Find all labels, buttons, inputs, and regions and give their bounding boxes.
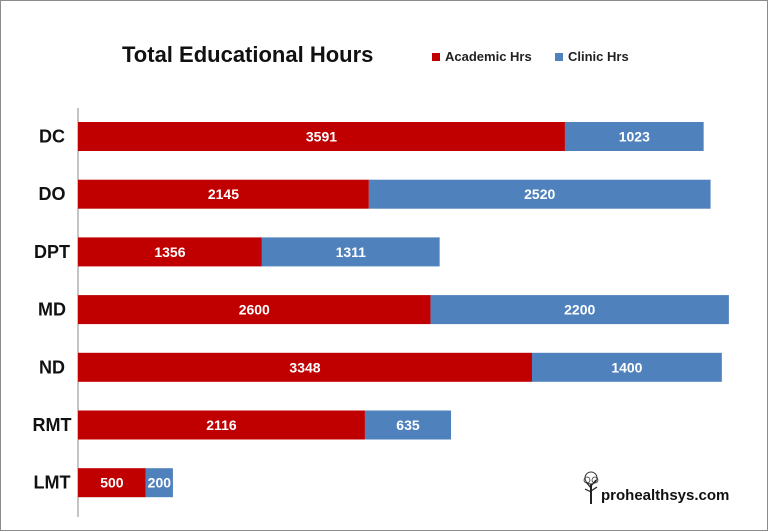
category-label-dc: DC bbox=[39, 127, 65, 147]
academic-bar-md bbox=[78, 295, 431, 325]
academic-bar-lmt bbox=[78, 468, 146, 498]
clinic-bar-dpt bbox=[261, 237, 440, 267]
brand-text: prohealthsys.com bbox=[601, 487, 730, 504]
clinic-bar-do bbox=[368, 179, 711, 209]
legend-academic: Academic Hrs bbox=[432, 49, 532, 64]
clinic-bar-nd bbox=[531, 352, 722, 382]
legend-swatch-clinic bbox=[555, 52, 563, 61]
chart-title: Total Educational Hours bbox=[122, 42, 374, 67]
academic-value-label-rmt: 2116 bbox=[206, 417, 237, 433]
legend-swatch-academic bbox=[432, 52, 440, 61]
academic-bar-do bbox=[78, 179, 369, 209]
legend-clinic: Clinic Hrs bbox=[555, 49, 629, 64]
clinic-value-label-nd: 1400 bbox=[611, 359, 642, 375]
clinic-value-label-md: 2200 bbox=[564, 302, 595, 318]
clinic-value-label-dpt: 1311 bbox=[336, 244, 367, 260]
clinic-bar-lmt bbox=[145, 468, 173, 498]
legend-label-clinic: Clinic Hrs bbox=[568, 49, 629, 64]
academic-bar-rmt bbox=[78, 410, 365, 440]
brand-logo: prohealthsys.com bbox=[582, 470, 729, 504]
clinic-bar-md bbox=[430, 295, 729, 325]
academic-value-label-md: 2600 bbox=[239, 302, 270, 318]
academic-value-label-nd: 3348 bbox=[289, 359, 320, 375]
clinic-bar-dc bbox=[564, 122, 704, 151]
legend-label-academic: Academic Hrs bbox=[445, 49, 532, 64]
clinic-value-label-rmt: 635 bbox=[396, 417, 420, 433]
clinic-value-label-do: 2520 bbox=[524, 186, 555, 202]
academic-value-label-lmt: 500 bbox=[100, 475, 124, 491]
tree-icon bbox=[583, 471, 599, 504]
category-label-nd: ND bbox=[39, 357, 65, 377]
category-label-rmt: RMT bbox=[33, 415, 72, 435]
clinic-value-label-lmt: 200 bbox=[148, 475, 172, 491]
academic-value-label-do: 2145 bbox=[208, 186, 239, 202]
academic-bar-dpt bbox=[78, 237, 262, 267]
category-label-lmt: LMT bbox=[34, 473, 71, 493]
clinic-bar-rmt bbox=[364, 410, 452, 440]
academic-value-label-dc: 3591 bbox=[306, 129, 337, 145]
clinic-value-label-dc: 1023 bbox=[619, 129, 650, 145]
academic-bar-nd bbox=[78, 352, 532, 382]
academic-value-label-dpt: 1356 bbox=[154, 244, 185, 260]
category-label-do: DO bbox=[39, 184, 66, 204]
category-label-dpt: DPT bbox=[34, 242, 70, 262]
category-label-md: MD bbox=[38, 300, 66, 320]
academic-bar-dc bbox=[78, 122, 565, 151]
